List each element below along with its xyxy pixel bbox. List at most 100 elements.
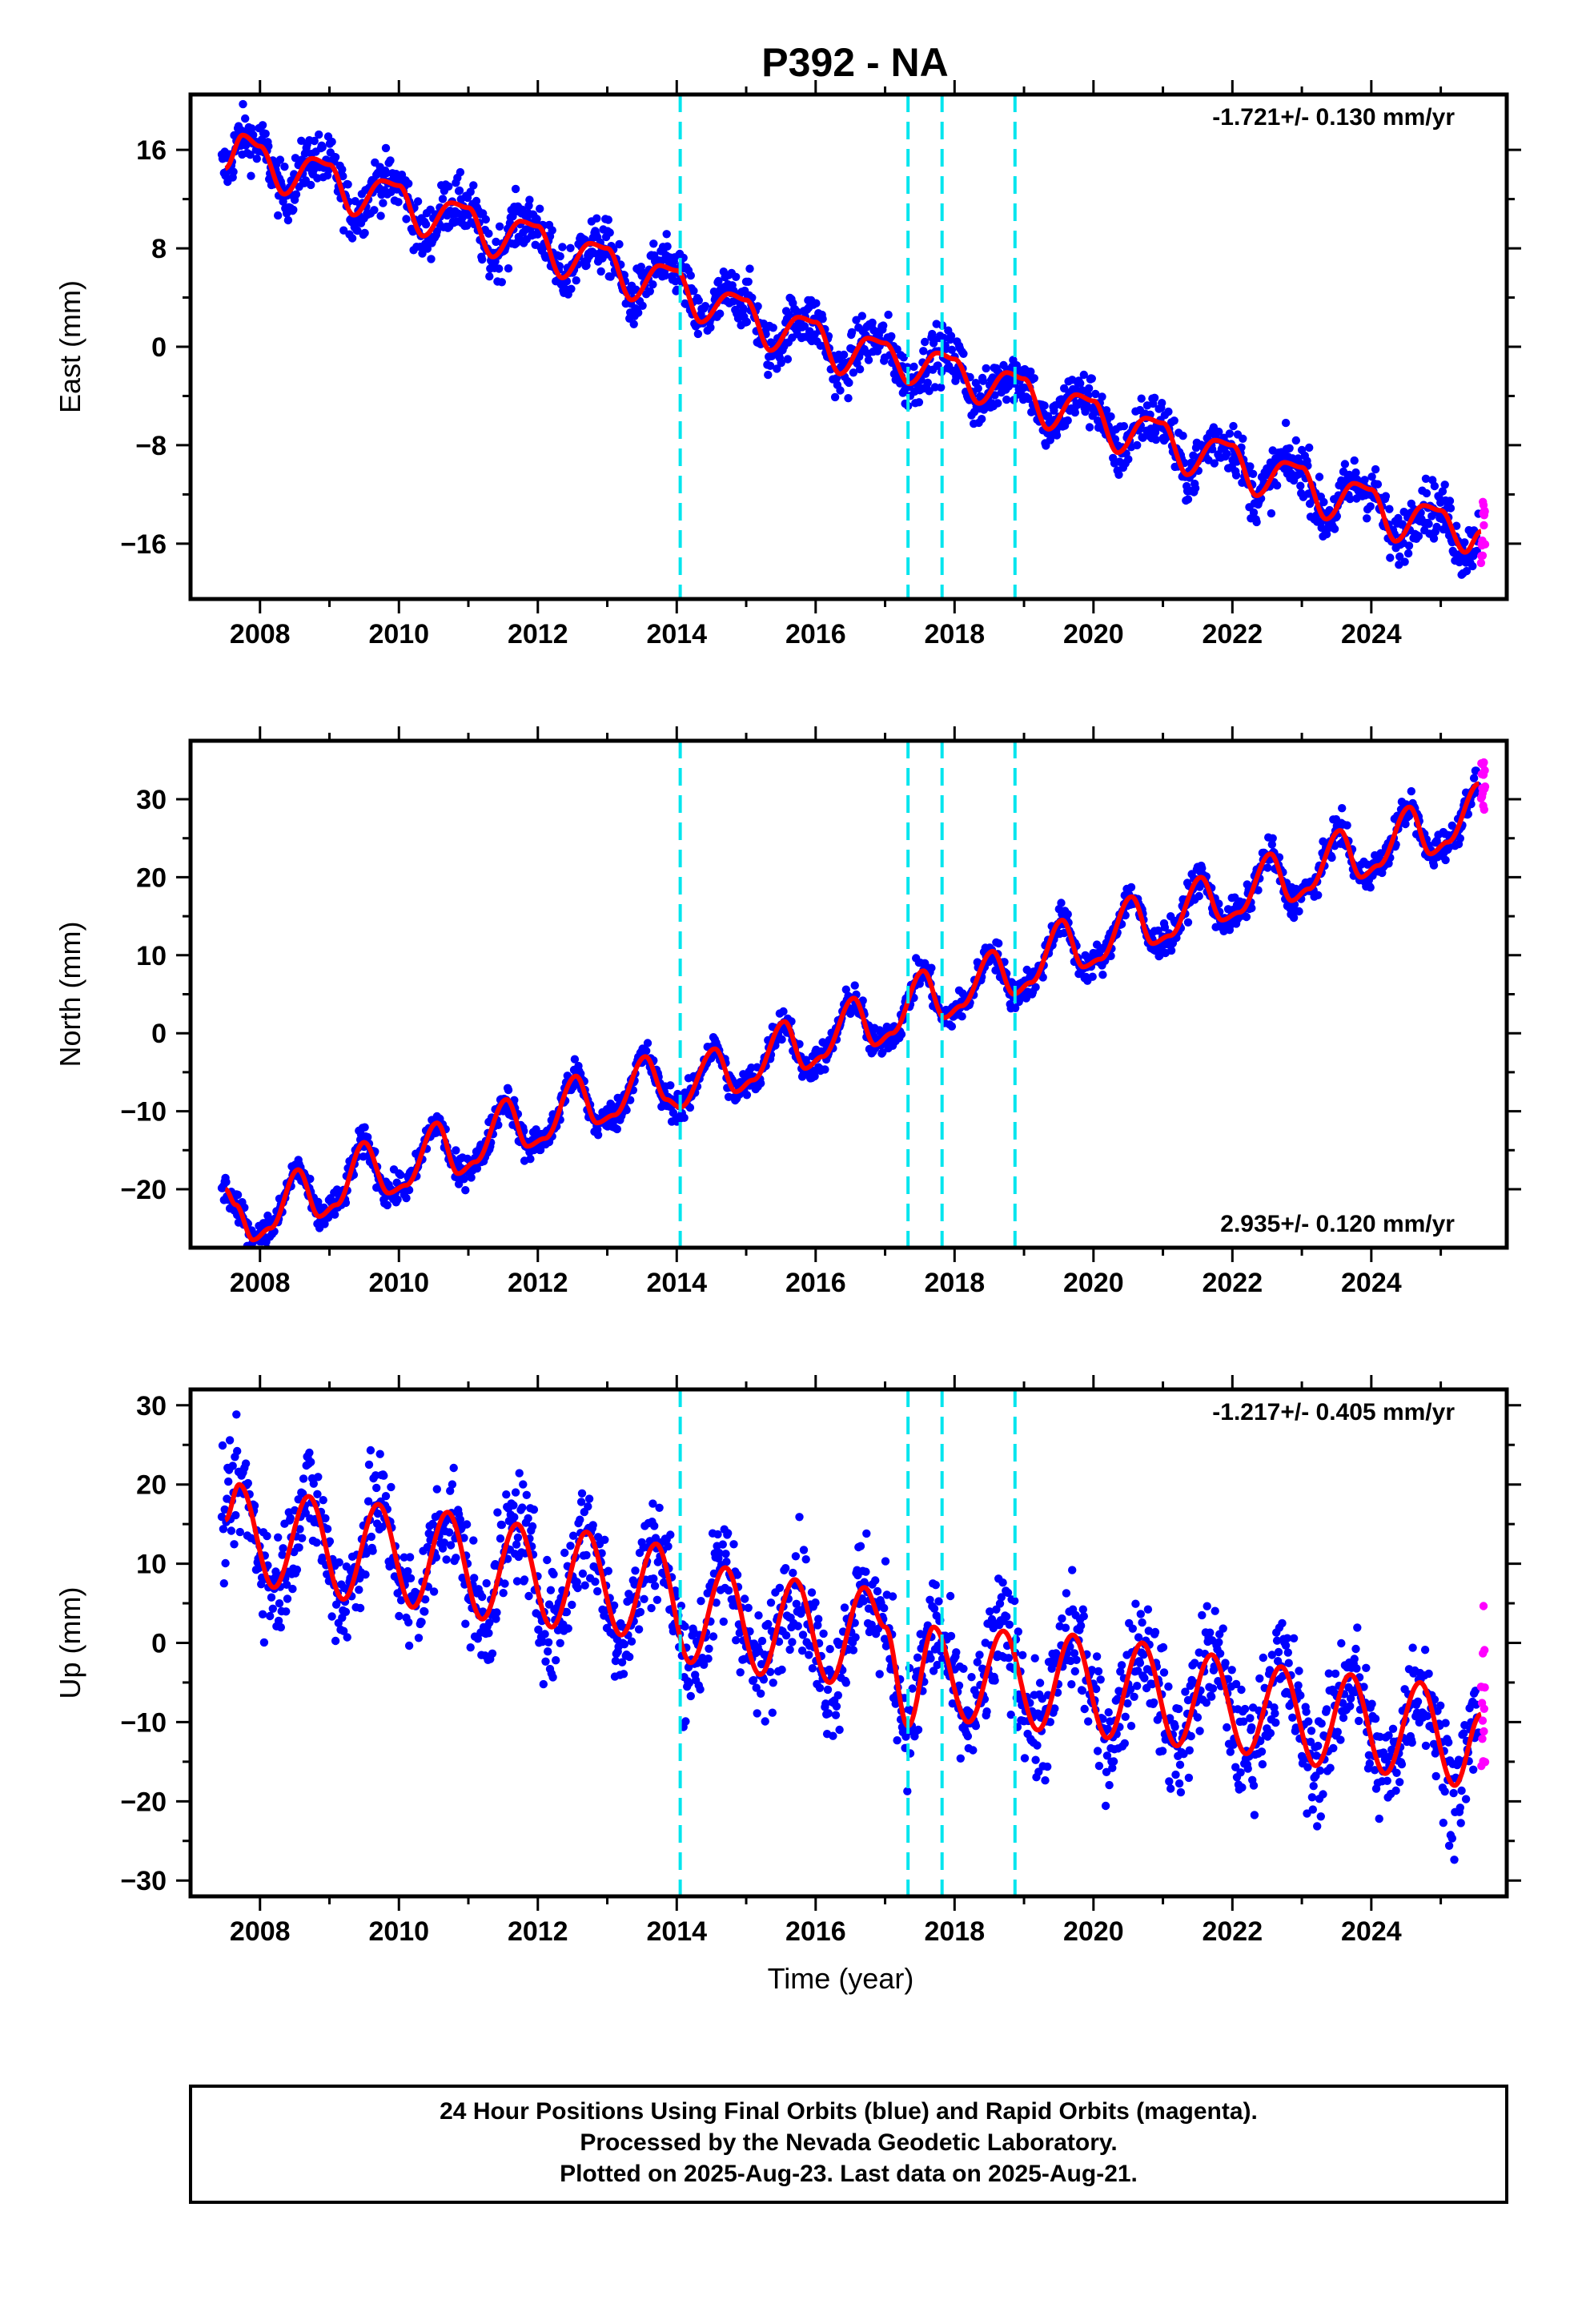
- final-point: [1072, 1655, 1081, 1664]
- final-point: [320, 1220, 329, 1228]
- final-point: [1254, 886, 1263, 895]
- final-point: [556, 1638, 564, 1647]
- final-point: [777, 1035, 786, 1044]
- final-point: [686, 1691, 695, 1701]
- rapid-point: [1480, 540, 1490, 549]
- final-point: [452, 1146, 460, 1155]
- final-point: [488, 1649, 497, 1658]
- final-point: [1113, 1695, 1122, 1703]
- final-point: [919, 347, 928, 356]
- final-point: [775, 1583, 785, 1593]
- final-point: [1249, 508, 1259, 517]
- final-point: [1315, 472, 1324, 481]
- final-point: [612, 1124, 621, 1134]
- final-point: [1024, 394, 1033, 404]
- final-point: [832, 374, 841, 383]
- final-point: [785, 310, 793, 320]
- final-point: [544, 1638, 553, 1647]
- up-panel: 2008 2010 2012 2014 2016 2018 2020 2022 2024−30−…: [54, 1375, 1521, 1995]
- final-point: [1191, 1659, 1199, 1667]
- final-point: [1080, 1704, 1089, 1714]
- final-point: [947, 1022, 957, 1031]
- final-point: [263, 1531, 271, 1541]
- final-point: [1150, 1698, 1158, 1707]
- final-point: [536, 1145, 545, 1155]
- final-point: [833, 1691, 843, 1700]
- final-point: [363, 1497, 373, 1506]
- final-point: [539, 1679, 548, 1689]
- final-point: [274, 211, 283, 220]
- final-point: [681, 1622, 689, 1631]
- final-point: [1031, 983, 1040, 991]
- final-point: [427, 255, 436, 263]
- final-point: [318, 1553, 327, 1562]
- final-point: [1130, 1692, 1138, 1701]
- final-point: [429, 1587, 439, 1596]
- final-point: [230, 1540, 239, 1549]
- final-point: [1164, 1682, 1173, 1691]
- final-point: [840, 1603, 849, 1612]
- final-point: [568, 1600, 576, 1610]
- final-point: [331, 1210, 339, 1219]
- final-point: [275, 155, 285, 164]
- final-point: [1210, 459, 1219, 468]
- final-point: [556, 251, 564, 261]
- final-point: [446, 1486, 455, 1495]
- final-point: [541, 1657, 550, 1666]
- final-point: [338, 165, 347, 174]
- final-point: [897, 1030, 906, 1039]
- final-point: [825, 1645, 834, 1654]
- x-tick-label: 2024: [1341, 1268, 1402, 1298]
- final-point: [1158, 1747, 1167, 1755]
- final-point: [757, 1659, 766, 1669]
- final-point: [246, 151, 255, 159]
- final-point: [795, 1513, 804, 1522]
- final-point: [452, 1554, 460, 1562]
- final-point: [319, 1496, 327, 1505]
- final-point: [1098, 392, 1106, 401]
- final-point: [1285, 444, 1294, 452]
- final-point: [578, 1569, 588, 1578]
- final-point: [536, 204, 544, 213]
- final-point: [798, 1630, 808, 1639]
- final-point: [1263, 863, 1272, 872]
- final-point: [706, 323, 715, 332]
- final-point: [831, 1711, 841, 1719]
- final-point: [757, 1636, 767, 1646]
- final-point: [995, 1599, 1005, 1608]
- final-point: [1175, 1760, 1185, 1769]
- final-point: [1046, 1718, 1055, 1727]
- final-point: [1351, 468, 1360, 477]
- final-point: [1079, 370, 1089, 380]
- final-point: [472, 196, 481, 206]
- final-point: [1052, 431, 1062, 440]
- x-tick-label: 2012: [508, 619, 568, 649]
- final-point: [864, 356, 873, 364]
- final-point: [821, 1699, 830, 1708]
- final-point: [497, 1520, 506, 1530]
- final-point: [1084, 384, 1094, 393]
- final-point: [355, 1586, 363, 1594]
- final-point: [1078, 1686, 1087, 1695]
- final-point: [1098, 971, 1107, 979]
- velocity-rate-label: -1.721+/- 0.130 mm/yr: [1212, 104, 1455, 131]
- final-point: [1068, 1566, 1077, 1574]
- final-point: [534, 1625, 543, 1634]
- x-tick-label: 2018: [924, 619, 985, 649]
- final-point: [1394, 513, 1403, 523]
- final-point: [1401, 819, 1410, 829]
- final-point: [1281, 418, 1291, 428]
- final-point: [221, 1558, 230, 1568]
- final-point: [522, 1490, 531, 1500]
- final-point: [793, 1622, 802, 1630]
- final-point: [636, 1607, 645, 1617]
- final-point: [405, 1553, 415, 1562]
- final-point: [413, 197, 423, 206]
- final-point: [218, 1441, 227, 1450]
- final-point: [1346, 494, 1355, 504]
- final-point: [742, 1091, 752, 1100]
- final-point: [844, 394, 853, 403]
- final-point: [417, 1618, 426, 1626]
- final-point: [513, 1533, 523, 1542]
- y-tick-label: 16: [136, 135, 167, 166]
